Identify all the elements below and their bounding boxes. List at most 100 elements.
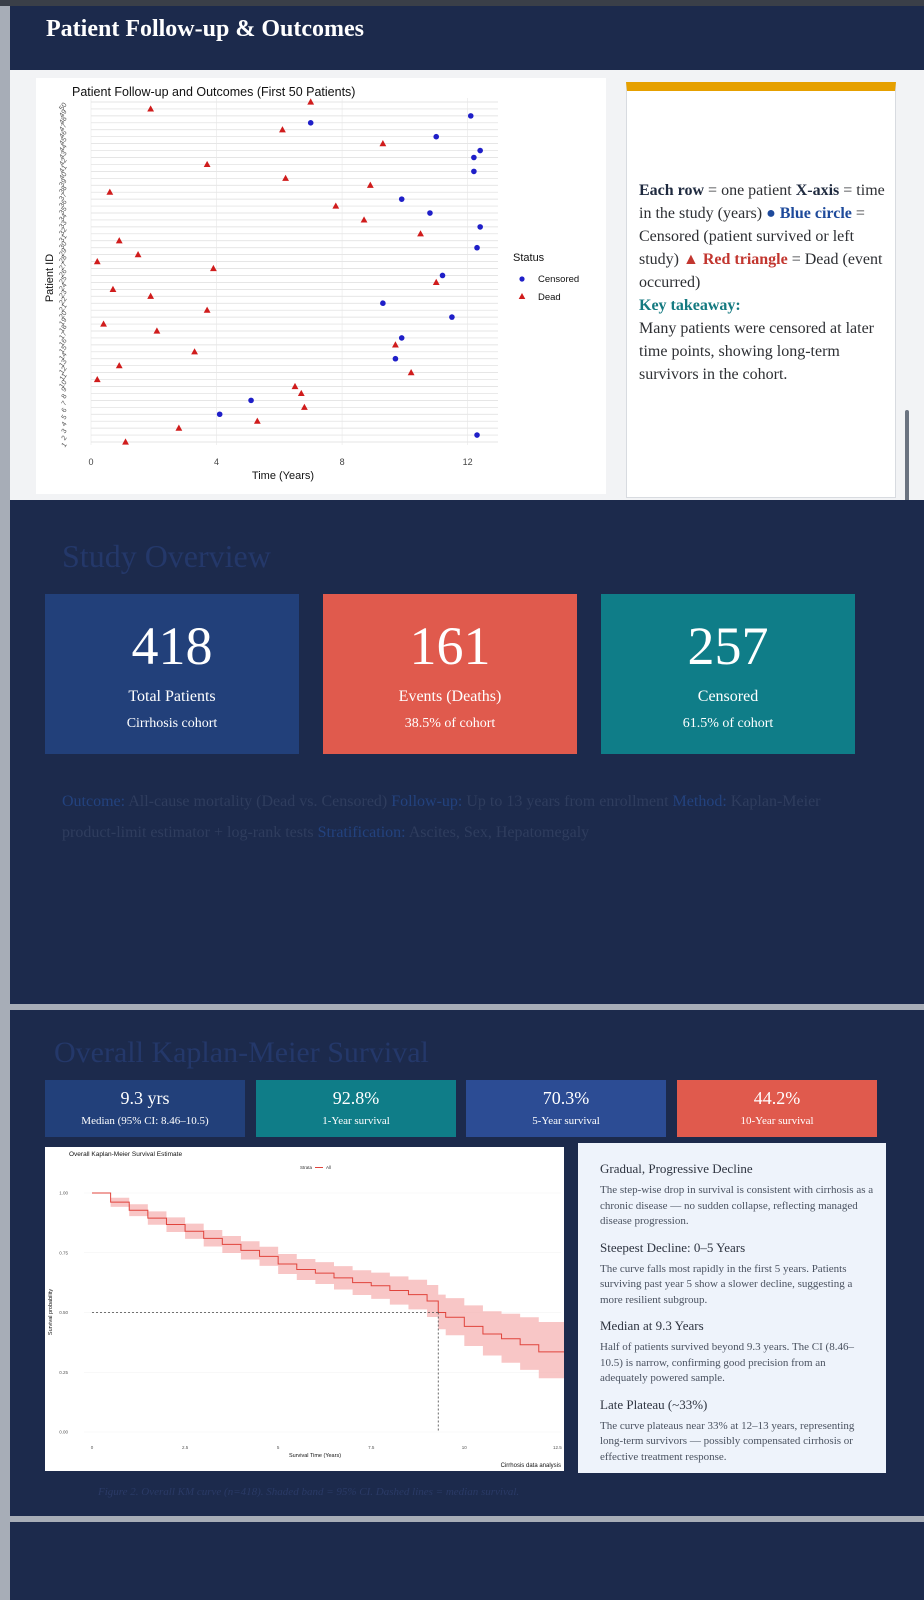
dead-point: [153, 327, 161, 334]
followup-x-tick-label: 4: [214, 457, 219, 467]
dead-point: [432, 278, 440, 286]
legend-explanation-panel: Each row = one patient X-axis = time in …: [626, 82, 896, 498]
km-strata-label: Strata: [300, 1165, 313, 1170]
dead-point: [301, 403, 308, 410]
censored-point: [474, 432, 480, 438]
censored-point: [439, 272, 446, 279]
followup-y-tick-label: 32: [58, 226, 68, 236]
censored-point: [477, 147, 483, 154]
followup-y-tick-label: 41: [58, 164, 68, 174]
xaxis-key: X-axis: [795, 182, 840, 199]
km-y-tick-label: 0.00: [59, 1430, 68, 1435]
followup-text: Up to 13 years from enrollment: [462, 793, 673, 810]
followup-y-ticks: 1234567891011121314151617181920212223242…: [58, 102, 68, 449]
km-y-tick-label: 0.25: [59, 1370, 68, 1375]
followup-y-tick-label: 28: [58, 254, 68, 264]
dead-point: [147, 105, 155, 112]
km-notes-panel: Gradual, Progressive Decline The step-wi…: [578, 1143, 886, 1473]
legend-censored-label: Censored: [538, 274, 579, 285]
km-5yr-value: 70.3%: [542, 1088, 590, 1108]
study-overview-details: Outcome: All-cause mortality (Dead vs. C…: [62, 786, 862, 848]
followup-points: [93, 98, 483, 445]
stat-events-label: Events (Deaths): [398, 688, 502, 705]
takeaway-key: Key takeaway:: [639, 297, 741, 314]
km-x-ticks: 0 2.5 5 7.5 10 12.5: [91, 1445, 563, 1450]
stat-card-total: 418 Total Patients Cirrhosis cohort: [45, 594, 299, 754]
note-text: The step-wise drop in survival is consis…: [600, 1184, 874, 1227]
stat-card-censored: 257 Censored 61.5% of cohort: [601, 594, 855, 754]
km-x-tick-label: 7.5: [368, 1445, 375, 1450]
followup-x-ticks: 0 4 8 12: [88, 457, 472, 467]
followup-y-tick-label: 8: [61, 393, 69, 400]
followup-y-tick-label: 47: [58, 122, 68, 132]
km-stat-median: 9.3 yrs Median (95% CI: 8.46–10.5): [45, 1080, 245, 1137]
followup-y-label: Patient ID: [44, 254, 56, 302]
followup-y-tick-label: 16: [58, 337, 68, 347]
followup-y-tick-label: 29: [58, 247, 68, 257]
censored-point: [471, 154, 477, 161]
followup-plot-title: Patient Follow-up and Outcomes (First 50…: [72, 85, 355, 99]
followup-y-tick-label: 45: [58, 136, 68, 146]
followup-y-tick-label: 2: [61, 435, 69, 442]
km-5yr-label: 5-Year survival: [532, 1115, 600, 1127]
dead-point: [203, 160, 211, 168]
dead-point: [282, 174, 289, 181]
km-x-tick-label: 10: [462, 1445, 468, 1450]
censored-point: [307, 120, 314, 126]
dead-point: [93, 257, 101, 265]
km-svg: Overall Kaplan-Meier Survival Estimate S…: [48, 1151, 576, 1469]
note-heading: Late Plateau (~33%): [600, 1396, 708, 1412]
censored-point: [427, 210, 433, 216]
dead-point: [106, 188, 114, 195]
dead-point: [100, 320, 107, 327]
dead-point: [366, 181, 374, 188]
dead-point: [109, 285, 117, 292]
km-figure-caption: Figure 2. Overall KM curve (n=418). Shad…: [98, 1486, 520, 1498]
dead-point: [360, 216, 368, 223]
followup-y-tick-label: 3: [61, 428, 69, 435]
stat-censored-value: 257: [687, 616, 769, 676]
legend-dead-symbol: [518, 293, 526, 299]
followup-y-tick-label: 42: [58, 157, 68, 167]
km-median-label: Median (95% CI: 8.46–10.5): [81, 1115, 209, 1127]
censored-point: [477, 224, 483, 230]
followup-x-tick-label: 0: [88, 457, 93, 467]
followup-x-tick-label: 8: [340, 457, 345, 467]
km-x-tick-label: 0: [91, 1445, 94, 1450]
dead-point: [291, 382, 299, 390]
followup-y-tick-label: 31: [58, 233, 68, 243]
km-section: Overall Kaplan-Meier Survival 9.3 yrs Me…: [10, 1010, 924, 1516]
censored-point: [467, 113, 474, 119]
followup-y-tick-label: 13: [58, 358, 68, 368]
followup-svg: Patient Follow-up and Outcomes (First 50…: [44, 85, 579, 482]
km-1yr-value: 92.8%: [332, 1088, 380, 1108]
dead-point: [417, 230, 424, 237]
km-y-tick-label: 0.50: [59, 1310, 68, 1315]
dead-point: [93, 375, 101, 383]
red-triangle-text: = Dead (event occurred): [639, 251, 883, 291]
row-text: = one patient: [704, 182, 796, 199]
censored-point: [380, 300, 386, 307]
dead-point: [307, 98, 315, 105]
km-x-label: Survival Time (Years): [289, 1453, 341, 1459]
km-plot: Overall Kaplan-Meier Survival Estimate S…: [45, 1147, 576, 1471]
km-y-label: Survival probability: [48, 1289, 54, 1335]
next-section: [10, 1522, 924, 1600]
stat-total-sub: Cirrhosis cohort: [126, 716, 218, 731]
followup-grid: [90, 98, 498, 445]
dead-point: [332, 202, 340, 209]
followup-key: Follow-up:: [391, 793, 463, 810]
censored-point: [398, 196, 405, 202]
note-heading: Median at 9.3 Years: [600, 1318, 704, 1333]
xaxis-text: = time in the study (years): [639, 182, 885, 222]
followup-y-tick-label: 27: [58, 261, 68, 271]
followup-y-tick-label: 46: [58, 129, 68, 139]
window-top-strip: [0, 0, 924, 6]
followup-y-tick-label: 48: [58, 115, 68, 125]
followup-y-tick-label: 39: [58, 178, 68, 188]
followup-y-tick-label: 22: [58, 296, 68, 306]
followup-y-tick-label: 7: [61, 400, 69, 407]
dead-point: [115, 237, 123, 244]
note-text: The curve falls most rapidly in the firs…: [600, 1262, 853, 1306]
censored-point: [392, 355, 399, 362]
